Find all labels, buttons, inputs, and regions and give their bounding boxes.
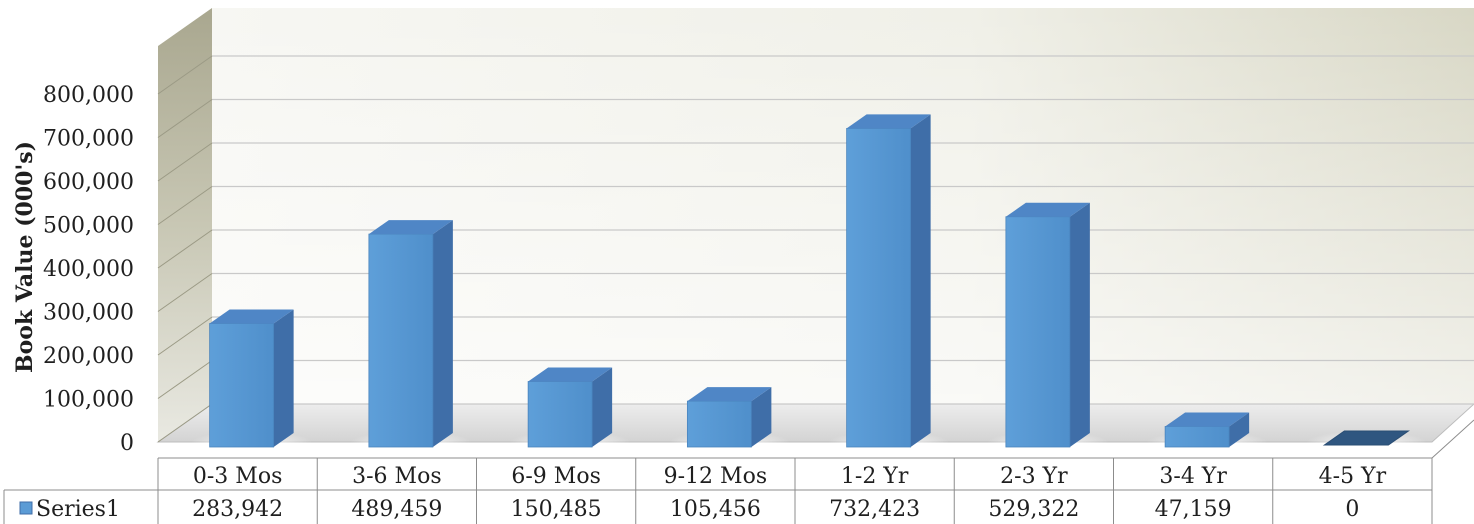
x-category-label: 9-12 Mos: [664, 464, 767, 489]
y-tick-label: 500,000: [43, 214, 134, 239]
y-tick-label: 0: [120, 431, 134, 456]
bar-top-9-12 Mos: [687, 387, 772, 402]
x-category-label: 1-2 Yr: [841, 464, 909, 489]
bar-top-3-6 Mos: [368, 220, 453, 235]
bar-side-0-3 Mos: [273, 309, 294, 447]
bar-top-6-9 Mos: [528, 367, 613, 382]
bar-top-0-3 Mos: [209, 309, 294, 324]
bar-side-3-4 Yr: [1229, 412, 1250, 447]
bar-4-5 Yr: [1322, 430, 1410, 446]
y-tick-label: 200,000: [43, 344, 134, 369]
bar-3-6 Mos: [368, 233, 434, 448]
data-label: 529,322: [988, 497, 1079, 522]
bar-side-1-2 Yr: [910, 114, 931, 447]
y-tick-label: 300,000: [43, 301, 134, 326]
gridline-side: [157, 360, 213, 399]
gridline-side: [157, 229, 213, 269]
data-label: 732,423: [829, 497, 920, 522]
gridline-side: [157, 99, 213, 138]
y-axis-label: Book Value (000's): [12, 141, 38, 373]
chart-back-wall-shading: [212, 8, 1474, 404]
gridline-side: [157, 273, 213, 312]
data-label: 489,459: [351, 497, 442, 522]
y-tick-label: 700,000: [43, 127, 134, 152]
bars: [190, 114, 1428, 455]
y-tick-label: 600,000: [43, 170, 134, 195]
gridline-side: [157, 403, 213, 443]
chart-floor: [156, 403, 1474, 443]
y-tick-label: 100,000: [43, 388, 134, 413]
legend-series-name: Series1: [36, 497, 120, 522]
x-category-label: 0-3 Mos: [193, 464, 282, 489]
gridline-side: [157, 186, 213, 225]
bar-top-2-3 Yr: [1005, 202, 1090, 217]
bar-side-2-3 Yr: [1069, 202, 1090, 447]
bar-top-1-2 Yr: [846, 114, 931, 129]
bar-side-6-9 Mos: [592, 367, 613, 447]
chart-side-wall: [158, 8, 212, 442]
y-tick-label: 800,000: [43, 83, 134, 108]
gridline-side: [157, 142, 213, 182]
data-label: 0: [1345, 497, 1359, 522]
bar-3-4 Yr: [1164, 426, 1230, 448]
x-category-label: 4-5 Yr: [1319, 464, 1387, 489]
y-axis-ticks: 0 100,000 200,000 300,000 400,000 500,000 600,…: [43, 83, 134, 456]
x-category-label: 6-9 Mos: [511, 464, 600, 489]
x-category-label: 2-3 Yr: [1000, 464, 1068, 489]
x-category-label: 3-4 Yr: [1159, 464, 1227, 489]
y-tick-label: 400,000: [43, 257, 134, 282]
bar-1-2 Yr: [846, 127, 912, 448]
bar-0-3 Mos: [209, 323, 275, 448]
data-table: 0-3 Mos 283,942 3-6 Mos 489,459 6-9 Mos 150,4…: [3, 419, 1474, 524]
data-label: 47,159: [1155, 497, 1232, 522]
x-category-label: 3-6 Mos: [352, 464, 441, 489]
data-label: 105,456: [670, 497, 761, 522]
data-label: 150,485: [511, 497, 602, 522]
gridline-side: [157, 316, 213, 356]
data-label: 283,942: [192, 497, 283, 522]
bar-2-3 Yr: [1005, 216, 1071, 448]
legend-swatch: [19, 501, 33, 515]
gridline-side: [157, 55, 213, 95]
bar-side-9-12 Mos: [751, 387, 772, 447]
bar-top-3-4 Yr: [1165, 412, 1250, 427]
table-edge: [1431, 419, 1474, 459]
bar-9-12 Mos: [686, 400, 752, 448]
bar-side-3-6 Mos: [432, 220, 453, 447]
bar-6-9 Mos: [527, 381, 593, 448]
